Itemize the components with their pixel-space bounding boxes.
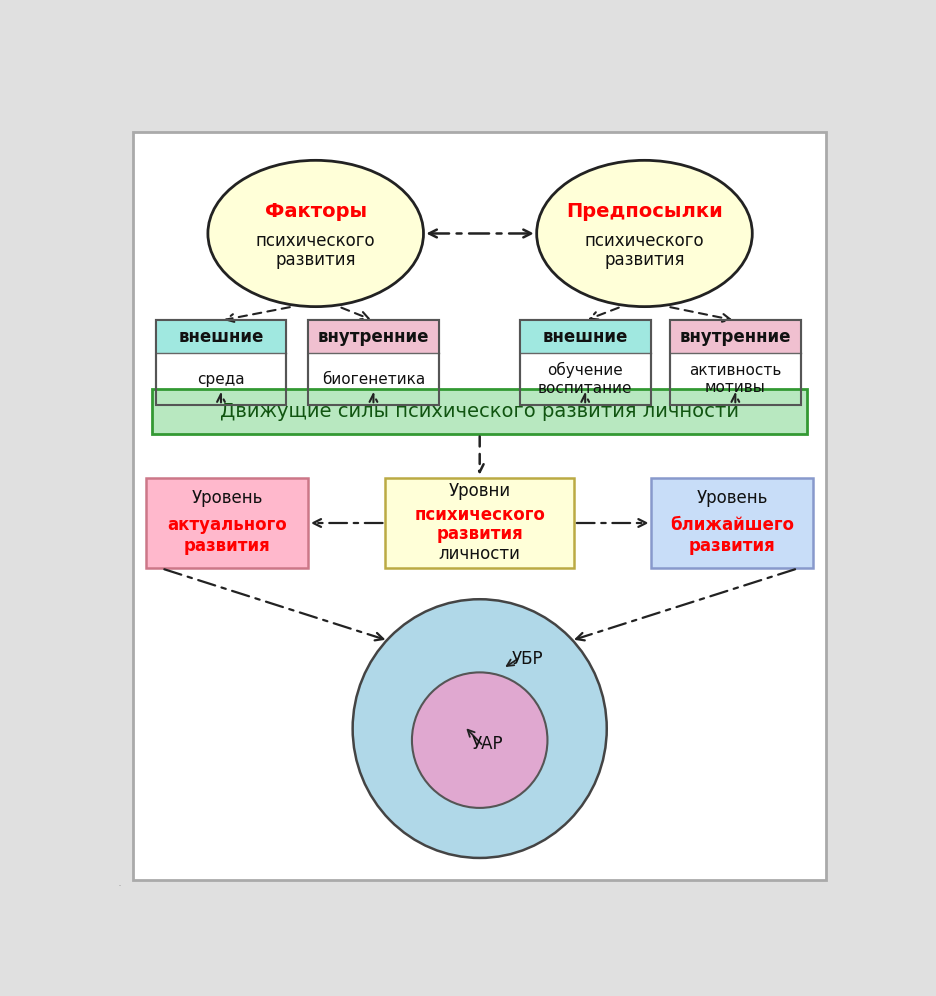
Text: Уровень: Уровень xyxy=(696,489,768,507)
Ellipse shape xyxy=(536,160,753,307)
Text: активность
мотивы: активность мотивы xyxy=(689,363,782,395)
FancyBboxPatch shape xyxy=(155,321,286,405)
FancyBboxPatch shape xyxy=(155,321,286,353)
Text: развития: развития xyxy=(275,251,356,270)
Text: Предпосылки: Предпосылки xyxy=(566,202,723,221)
Ellipse shape xyxy=(353,600,607,858)
FancyBboxPatch shape xyxy=(308,321,439,405)
Text: среда: среда xyxy=(197,372,245,386)
FancyBboxPatch shape xyxy=(670,321,801,405)
FancyBboxPatch shape xyxy=(133,131,826,880)
Text: психического: психического xyxy=(256,232,375,250)
Text: Факторы: Факторы xyxy=(265,202,367,221)
Text: внешние: внешние xyxy=(543,328,628,346)
Text: развития: развития xyxy=(183,537,271,555)
Text: внутренние: внутренние xyxy=(680,328,791,346)
FancyBboxPatch shape xyxy=(651,477,813,569)
FancyBboxPatch shape xyxy=(386,477,574,569)
Text: биогенетика: биогенетика xyxy=(322,372,425,386)
FancyBboxPatch shape xyxy=(153,389,807,433)
Ellipse shape xyxy=(412,672,548,808)
Text: УБР: УБР xyxy=(512,650,544,668)
Ellipse shape xyxy=(208,160,423,307)
Text: развития: развития xyxy=(689,537,776,555)
Text: внутренние: внутренние xyxy=(317,328,430,346)
Text: актуального: актуального xyxy=(168,516,287,534)
Text: обучение
воспитание: обучение воспитание xyxy=(538,363,633,395)
Text: ближайшего: ближайшего xyxy=(670,516,795,534)
Text: Движущие силы психического развития личности: Движущие силы психического развития личн… xyxy=(220,401,739,421)
Text: внешние: внешние xyxy=(178,328,264,346)
Text: психического: психического xyxy=(415,506,545,524)
FancyBboxPatch shape xyxy=(308,321,439,353)
Text: развития: развития xyxy=(605,251,685,270)
FancyBboxPatch shape xyxy=(519,321,651,405)
Text: личности: личности xyxy=(439,545,520,563)
FancyBboxPatch shape xyxy=(670,321,801,353)
FancyBboxPatch shape xyxy=(519,321,651,353)
Text: психического: психического xyxy=(585,232,704,250)
Text: Уровни: Уровни xyxy=(448,482,511,500)
Text: Уровень: Уровень xyxy=(192,489,263,507)
FancyBboxPatch shape xyxy=(146,477,308,569)
Text: УАР: УАР xyxy=(472,735,504,753)
Text: развития: развития xyxy=(436,525,523,543)
